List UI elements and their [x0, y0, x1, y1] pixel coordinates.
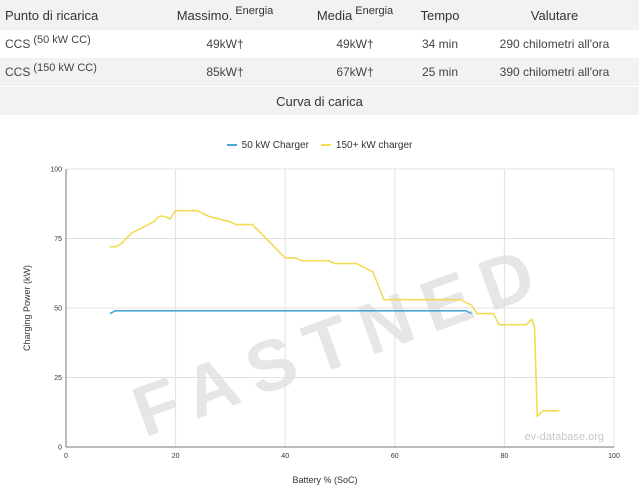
legend-label-150kw: 150+ kW charger [335, 139, 413, 151]
labels-layer: 0 20 40 60 80 100 0 25 50 75 100 Battery % (SoC) Cha… [22, 167, 620, 486]
cell-max-power: 85kW† [206, 65, 244, 79]
series-line-150kw [109, 209, 560, 418]
chart-caption: Curva di carica [0, 87, 639, 115]
x-axis-title: Battery % (SoC) [292, 475, 357, 485]
series-line-50kw [109, 309, 472, 315]
header-rate: Valutare [530, 7, 579, 23]
legend-swatch-50kw [226, 144, 237, 146]
legend-swatch-150kw [320, 144, 331, 146]
charging-curve-chart: FASTNED 0 20 40 60 80 100 0 25 50 75 100 Battery % … [22, 167, 620, 486]
cell-avg-power: 49kW† [336, 37, 374, 51]
axes-layer [65, 169, 614, 448]
legend-label-50kw: 50 kW Charger [241, 139, 309, 151]
cell-rate: 390 chilometri all'ora [499, 65, 610, 79]
watermark-layer: FASTNED [123, 229, 558, 453]
header-max-sup: Energia [235, 5, 274, 17]
header-avg-power: Media Energia [290, 0, 420, 30]
y-tick-label: 25 [54, 375, 62, 382]
cell-point-label: CCS [5, 65, 31, 79]
divider [0, 86, 639, 87]
x-tick-label: 0 [64, 453, 68, 460]
y-tick-label: 100 [50, 167, 62, 174]
y-axis-title: Charging Power (kW) [22, 265, 32, 351]
legend-item-50kw[interactable]: 50 kW Charger [226, 139, 309, 151]
chart-legend: 50 kW Charger 150+ kW charger [0, 138, 639, 152]
y-tick-label: 75 [54, 236, 62, 243]
credit-text: ev-database.org [525, 431, 605, 443]
header-charge-point: Punto di ricarica [5, 7, 99, 23]
x-tick-label: 60 [391, 453, 399, 460]
watermark-text: FASTNED [123, 229, 558, 453]
header-avg-sup: Energia [355, 5, 394, 17]
cell-time: 25 min [421, 65, 459, 79]
cell-charge-point: CCS (150 kW CC) [5, 58, 97, 86]
cell-point-sup: (150 kW CC) [33, 62, 97, 74]
table-row: CCS (150 kW CC) 85kW† 67kW† 25 min 390 c… [0, 58, 639, 86]
cell-point-sup: (50 kW CC) [33, 34, 91, 46]
cell-charge-point: CCS (50 kW CC) [5, 30, 91, 58]
table-header-row: Punto di ricarica Massimo. Energia Media… [0, 0, 639, 30]
series-layer [109, 209, 560, 418]
x-tick-label: 40 [281, 453, 289, 460]
header-max-power: Massimo. Energia [150, 0, 300, 30]
table-row: CCS (50 kW CC) 49kW† 49kW† 34 min 290 ch… [0, 30, 639, 58]
x-tick-label: 20 [172, 453, 180, 460]
header-avg-label: Media [316, 7, 353, 23]
y-tick-label: 50 [54, 306, 62, 313]
x-tick-label: 80 [501, 453, 509, 460]
cell-point-label: CCS [5, 37, 31, 51]
cell-avg-power: 67kW† [336, 65, 374, 79]
cell-max-power: 49kW† [206, 37, 244, 51]
header-time: Tempo [420, 7, 460, 23]
x-tick-label: 100 [608, 453, 620, 460]
y-tick-label: 0 [58, 445, 62, 452]
cell-time: 34 min [421, 37, 459, 51]
legend-item-150kw[interactable]: 150+ kW charger [320, 139, 413, 151]
cell-rate: 290 chilometri all'ora [499, 37, 610, 51]
header-max-label: Massimo. [176, 7, 233, 23]
